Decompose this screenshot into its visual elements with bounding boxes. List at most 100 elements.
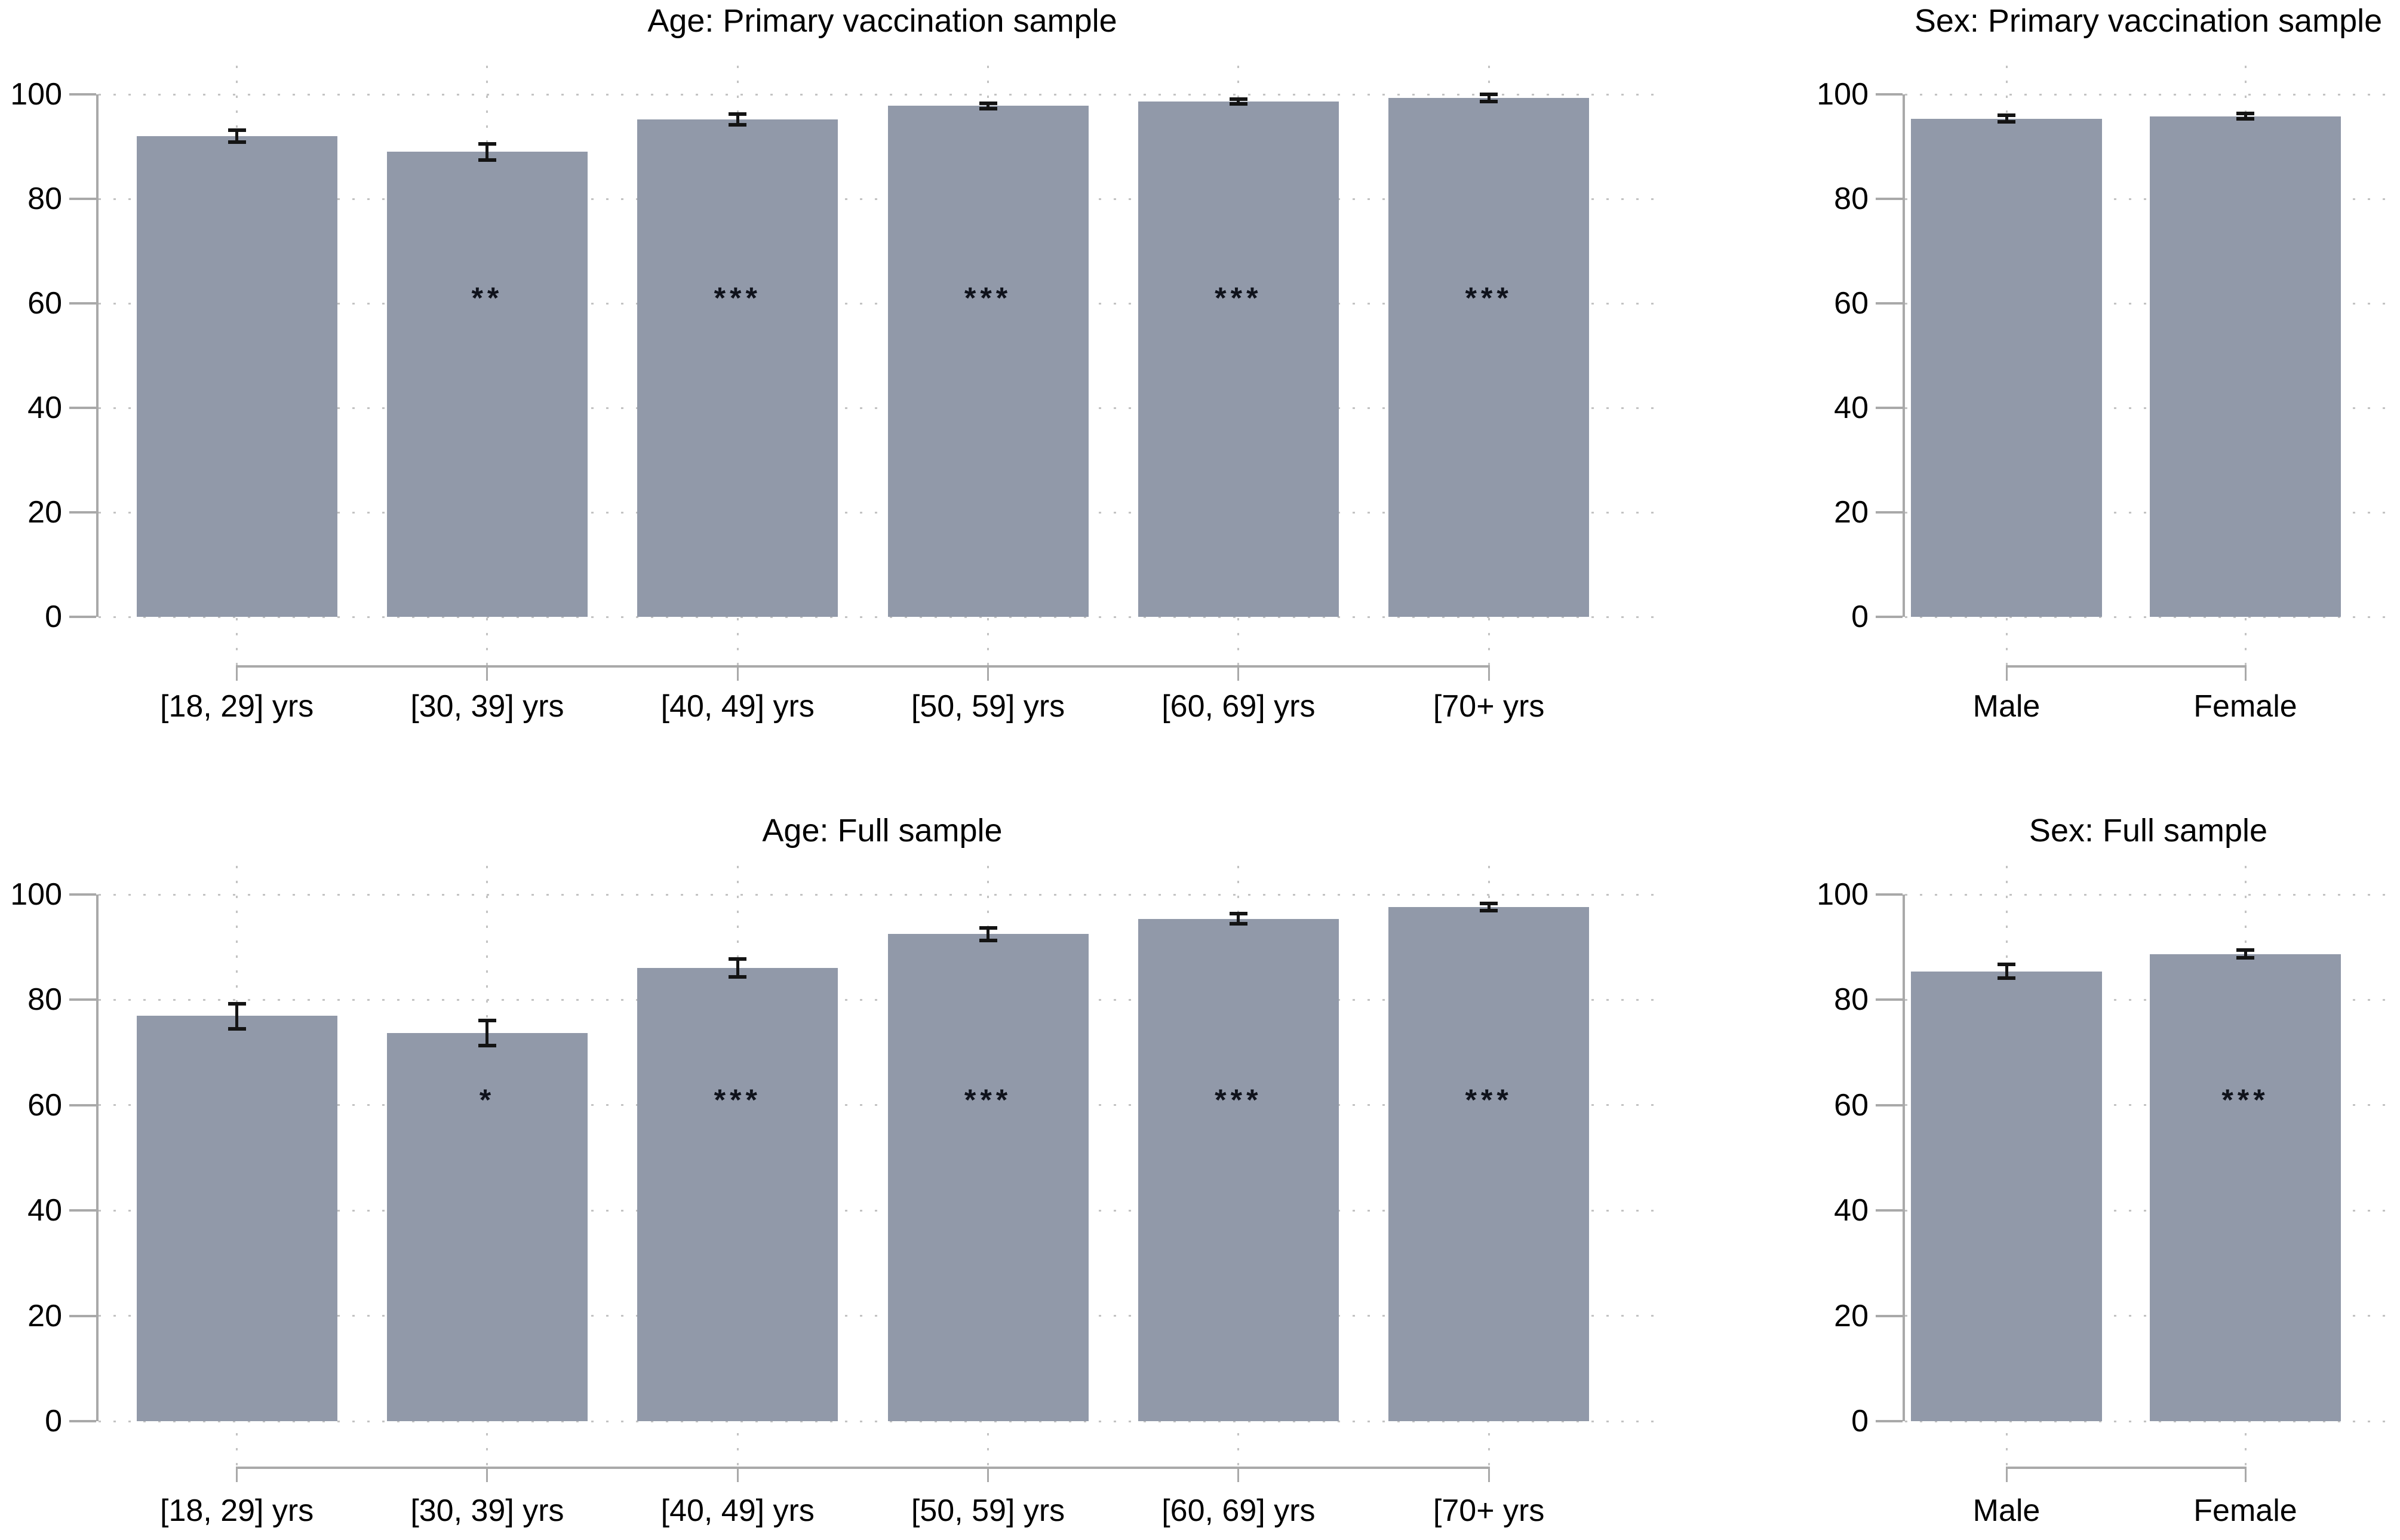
y-axis-tick-label: 80 bbox=[1834, 182, 1869, 216]
error-bar-cap-bottom bbox=[1229, 922, 1247, 926]
x-axis-tick bbox=[486, 666, 488, 681]
bar-sex-full-1 bbox=[1911, 971, 2102, 1421]
error-bar-cap-top bbox=[1229, 911, 1247, 915]
y-axis-tick-label: 20 bbox=[27, 1298, 62, 1333]
y-axis-tick bbox=[1876, 1209, 1903, 1212]
significance-stars: ** bbox=[471, 281, 503, 315]
panel-age-full: Age: Full sample 0 20 40 60 80 100 [18, 29] yrs… bbox=[0, 770, 1672, 1540]
y-axis-tick-label: 20 bbox=[1834, 1298, 1869, 1333]
x-axis-tick bbox=[2244, 1468, 2247, 1482]
error-bar-cap-bottom bbox=[1480, 100, 1498, 104]
y-axis-tick bbox=[69, 616, 96, 618]
h-gridline bbox=[1905, 93, 2392, 96]
h-gridline bbox=[99, 198, 1666, 200]
h-gridline bbox=[1905, 1420, 2392, 1422]
significance-stars: * bbox=[479, 1083, 496, 1117]
y-axis-tick bbox=[69, 1103, 96, 1106]
y-axis-tick-label: 80 bbox=[27, 182, 62, 216]
x-axis-tick bbox=[2244, 666, 2247, 681]
y-axis-tick bbox=[1876, 616, 1903, 618]
error-bar-cap-top bbox=[1229, 97, 1247, 101]
h-gridline bbox=[1905, 893, 2392, 896]
x-axis-line bbox=[2005, 665, 2247, 668]
error-bar-cap-top bbox=[478, 142, 496, 146]
bar-age-full-1 bbox=[136, 1015, 337, 1421]
y-axis-tick-label: 100 bbox=[1817, 877, 1869, 912]
x-axis-tick bbox=[236, 1468, 238, 1482]
bar-age-full-6 bbox=[1388, 907, 1590, 1421]
chart-title: Sex: Primary vaccination sample bbox=[1914, 3, 2383, 39]
y-axis-tick-label: 0 bbox=[45, 1404, 62, 1438]
error-bar bbox=[2244, 950, 2247, 958]
h-gridline bbox=[99, 893, 1666, 896]
y-axis-line bbox=[1903, 94, 1905, 617]
y-axis-tick bbox=[1876, 893, 1903, 896]
bar-sex-full-2 bbox=[2150, 954, 2341, 1421]
error-bar-cap-bottom bbox=[228, 1026, 246, 1031]
x-axis-tick bbox=[236, 666, 238, 681]
error-bar bbox=[485, 1020, 489, 1046]
error-bar-cap-bottom bbox=[478, 158, 496, 162]
error-bar-cap-bottom bbox=[1998, 976, 2015, 980]
x-axis-line bbox=[236, 1467, 1490, 1469]
error-bar bbox=[987, 928, 990, 940]
x-axis-tick bbox=[2005, 1468, 2008, 1482]
h-gridline bbox=[99, 1420, 1666, 1422]
y-axis-tick-label: 40 bbox=[27, 1193, 62, 1228]
error-bar bbox=[987, 103, 990, 109]
error-bar-cap-top bbox=[729, 112, 747, 116]
panel-sex-primary: Sex: Primary vaccination sample 0 20 40 60 80… bbox=[1672, 0, 2400, 770]
y-axis-tick-label: 60 bbox=[1834, 1087, 1869, 1123]
chart-title: Age: Primary vaccination sample bbox=[647, 3, 1117, 39]
x-axis-line bbox=[2005, 1467, 2247, 1469]
y-axis-tick-label: 20 bbox=[27, 495, 62, 530]
error-bar bbox=[1487, 94, 1491, 102]
x-axis-tick bbox=[987, 666, 989, 681]
y-axis-tick bbox=[69, 1209, 96, 1212]
error-bar bbox=[2244, 113, 2247, 119]
h-gridline bbox=[99, 998, 1666, 1001]
y-axis-tick bbox=[1876, 1420, 1903, 1422]
error-bar bbox=[1237, 913, 1240, 924]
h-gridline bbox=[99, 1209, 1666, 1212]
h-gridline bbox=[1905, 1315, 2392, 1317]
significance-stars: *** bbox=[2221, 1083, 2269, 1117]
x-axis-tick bbox=[736, 666, 739, 681]
significance-stars: *** bbox=[1465, 1083, 1513, 1117]
y-axis-tick bbox=[69, 407, 96, 409]
y-axis-tick bbox=[1876, 302, 1903, 305]
bar-age-primary-1 bbox=[136, 136, 337, 617]
y-axis-tick bbox=[1876, 1314, 1903, 1317]
x-axis-category-label: [50, 59] yrs bbox=[911, 689, 1065, 724]
x-axis-category-label: Male bbox=[1972, 689, 2041, 724]
bar-age-primary-2 bbox=[386, 152, 588, 617]
error-bar-cap-top bbox=[478, 1018, 496, 1022]
y-axis-tick bbox=[69, 93, 96, 96]
error-bar-cap-bottom bbox=[979, 106, 997, 110]
y-axis-tick bbox=[1876, 511, 1903, 514]
y-axis-tick bbox=[69, 998, 96, 1001]
error-bar-cap-top bbox=[228, 1002, 246, 1006]
panel-age-primary: Age: Primary vaccination sample 0 20 40 60 80… bbox=[0, 0, 1672, 770]
y-axis-tick bbox=[69, 893, 96, 896]
h-gridline bbox=[99, 616, 1666, 618]
x-axis-tick bbox=[1237, 1468, 1240, 1482]
x-axis-category-label: [70+ yrs bbox=[1433, 689, 1545, 724]
y-axis-tick-label: 40 bbox=[1834, 1193, 1869, 1228]
x-axis-tick bbox=[987, 1468, 989, 1482]
bar-age-full-3 bbox=[637, 968, 838, 1421]
y-axis-tick-label: 100 bbox=[10, 77, 62, 112]
x-axis-category-label: [18, 29] yrs bbox=[160, 689, 314, 724]
h-gridline bbox=[99, 1104, 1666, 1106]
significance-stars: *** bbox=[964, 1083, 1012, 1117]
significance-stars: *** bbox=[714, 281, 761, 315]
bar-age-full-4 bbox=[887, 934, 1089, 1421]
x-axis-tick bbox=[1237, 666, 1240, 681]
x-axis-line bbox=[236, 665, 1490, 668]
x-axis-category-label: [60, 69] yrs bbox=[1161, 689, 1316, 724]
h-gridline bbox=[1905, 998, 2392, 1001]
error-bar-cap-bottom bbox=[979, 938, 997, 942]
error-bar-cap-top bbox=[1998, 963, 2015, 967]
y-axis-tick bbox=[1876, 1103, 1903, 1106]
